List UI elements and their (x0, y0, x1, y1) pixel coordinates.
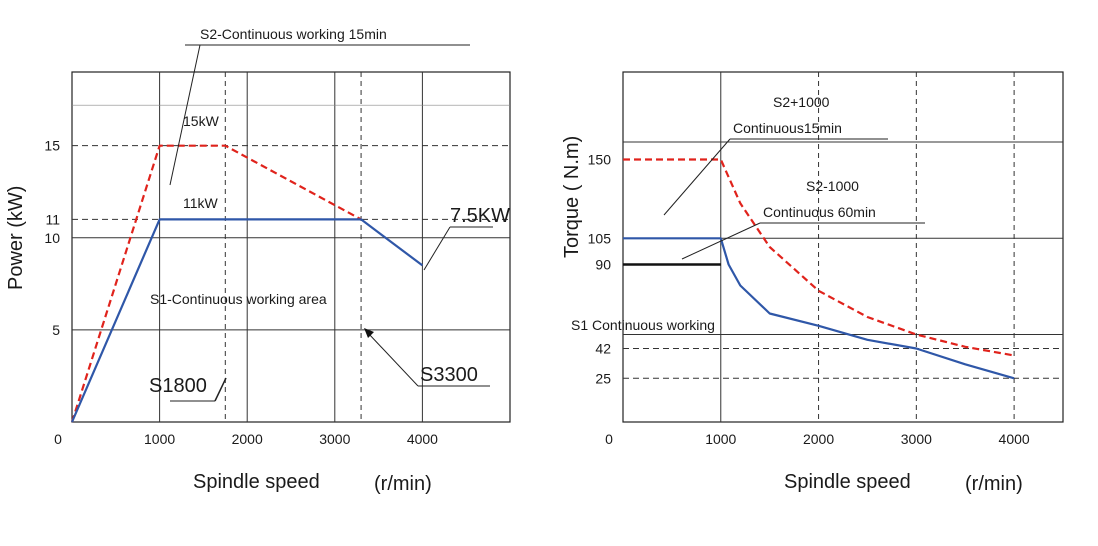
s2-60min-label-line2: Continuous 60min (763, 204, 876, 220)
torque-grid (623, 72, 1063, 422)
s2-60min-leader (681, 222, 761, 260)
y-tick-label: 25 (595, 370, 611, 386)
y-tick-label: 11 (45, 211, 60, 227)
torque-chart: 0 1000 2000 3000 4000 25 42 90 105 150 Torque ( N… (561, 71, 1064, 495)
label-7-5kw: 7.5KW (450, 205, 510, 227)
x-tick-label: 0 (605, 431, 613, 447)
y-tick-label: 5 (52, 322, 60, 338)
x-tick-label: 3000 (319, 431, 350, 447)
series-line (70, 144, 362, 423)
power-y-axis-label: Power (kW) (5, 186, 27, 290)
x-tick-label: 1000 (705, 431, 736, 447)
power-plot-frame (71, 71, 511, 423)
torque-plot-frame (622, 71, 1064, 423)
power-x-axis-label: Spindle speed (193, 471, 320, 493)
y-tick-label: 105 (588, 230, 612, 246)
s1-continuous-working-label: S1 Continuous working (571, 317, 715, 333)
power-grid (72, 72, 510, 422)
x-tick-label: 1000 (144, 431, 175, 447)
s2-continuous-label: S2-Continuous working 15min (200, 26, 387, 42)
s2-15min-label-line1: S2+1000 (773, 94, 830, 110)
power-series (70, 144, 424, 423)
series-line (623, 237, 1015, 380)
label-s1800: S1800 (149, 375, 207, 397)
torque-y-axis-label: Torque ( N.m) (561, 136, 583, 258)
s2-15min-label-line2: Continuous15min (733, 120, 842, 136)
s3300-leader (367, 332, 419, 387)
s2-label-leader (169, 44, 201, 186)
y-tick-label: 15 (44, 138, 60, 154)
x-tick-label: 4000 (407, 431, 438, 447)
torque-x-axis-label: Spindle speed (784, 471, 911, 493)
s2-60min-label-line1: S2-1000 (806, 178, 859, 194)
x-tick-label: 4000 (999, 431, 1030, 447)
s2-15min-leader (663, 138, 731, 216)
power-x-axis-unit: (r/min) (374, 473, 432, 495)
s1-continuous-area-label: S1-Continuous working area (150, 291, 327, 307)
x-tick-label: 2000 (803, 431, 834, 447)
s3300-arrowhead (364, 328, 374, 338)
x-tick-label: 3000 (901, 431, 932, 447)
x-tick-label: 0 (54, 431, 62, 447)
torque-tick-labels: 0 1000 2000 3000 4000 25 42 90 105 150 (588, 152, 1030, 448)
torque-x-axis-unit: (r/min) (965, 473, 1023, 495)
s1800-leader (214, 377, 227, 402)
label-15kw: 15kW (183, 113, 220, 129)
series-line (70, 218, 424, 423)
torque-series (623, 158, 1015, 380)
y-tick-label: 150 (588, 152, 612, 168)
y-tick-label: 10 (44, 230, 60, 246)
series-line (623, 158, 1015, 357)
y-tick-label: 42 (595, 341, 611, 357)
7-5kw-leader (423, 226, 451, 271)
power-tick-labels: 0 1000 2000 3000 4000 5 10 11 15 (44, 138, 438, 447)
x-tick-label: 2000 (232, 431, 263, 447)
y-tick-label: 90 (595, 257, 611, 273)
power-chart: 0 1000 2000 3000 4000 5 10 11 15 Power (kW) Spin… (5, 26, 511, 495)
label-11kw: 11kW (183, 195, 219, 211)
label-s3300: S3300 (420, 364, 478, 386)
